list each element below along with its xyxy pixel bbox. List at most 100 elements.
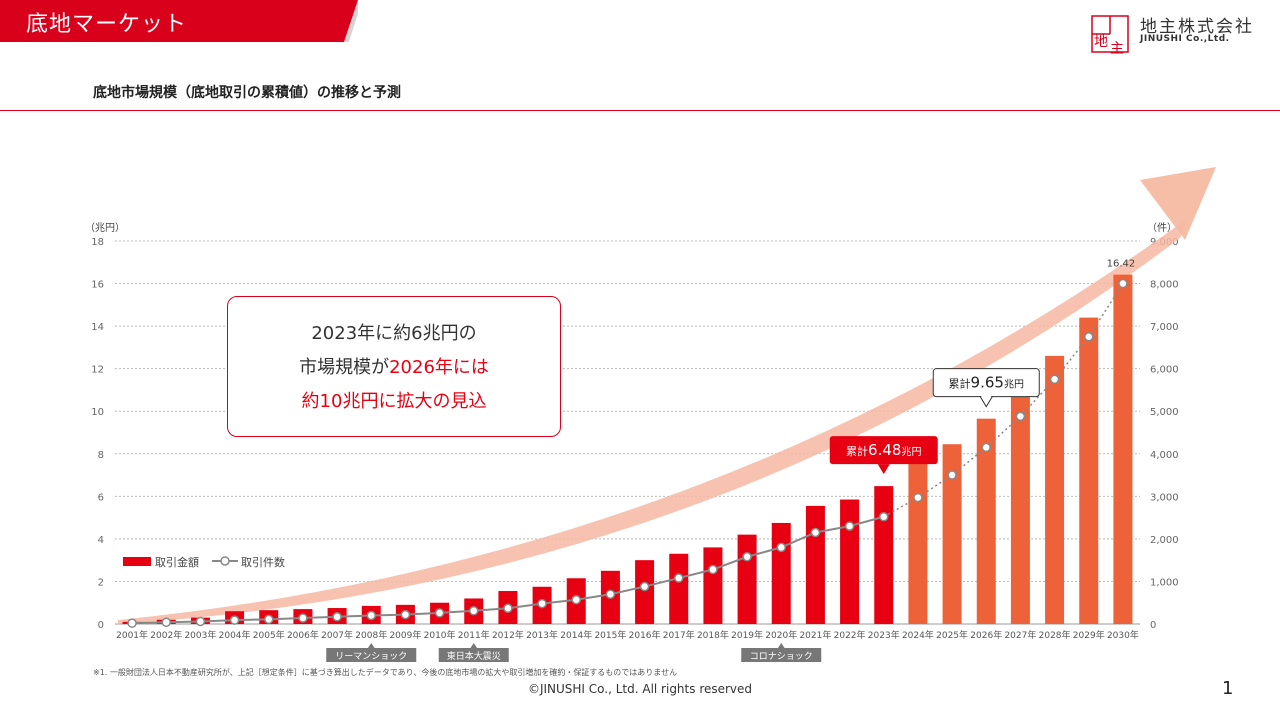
count-point-2013年 [537, 598, 547, 609]
event-pointer [469, 643, 478, 649]
annotation-pointer [979, 396, 994, 408]
logo-mark: 地 主 [1091, 15, 1129, 54]
count-point-2007年 [332, 612, 342, 622]
count-point-2006年 [298, 613, 308, 623]
x-tick-label: 2012年 [492, 629, 524, 641]
count-point-2023年 [879, 512, 889, 522]
bar-2025年 [942, 444, 962, 624]
section-title: 底地マーケット [26, 12, 188, 37]
event-tag [741, 648, 822, 662]
x-tick-label: 2027年 [1004, 629, 1036, 641]
x-tick-label: 2015年 [594, 629, 626, 641]
x-tick-label: 2014年 [560, 629, 592, 641]
count-point-2011年 [469, 606, 479, 616]
event-tag [438, 648, 509, 662]
x-tick-label: 2022年 [834, 629, 866, 641]
left-tick-label: 8 [98, 450, 104, 461]
forecast-callout: 2023年に約6兆円の 市場規模が2026年には 約10兆円に拡大の見込 [227, 296, 561, 437]
count-point-2028年 [1049, 374, 1060, 385]
bar-2021年 [805, 505, 825, 624]
bar-2022年 [840, 499, 860, 624]
bar-2028年 [1045, 355, 1065, 624]
right-tick-label: 7,000 [1150, 322, 1179, 333]
event-label: 東日本大震災 [447, 650, 501, 662]
right-tick-label: 1,000 [1150, 577, 1179, 588]
count-point-2003年 [195, 616, 206, 627]
bar-2018年 [703, 547, 723, 624]
x-tick-label: 2002年 [150, 629, 182, 641]
count-line-forecast [883, 283, 1124, 518]
count-point-2017年 [674, 573, 684, 583]
event-pointer [777, 643, 786, 649]
count-point-2001年 [127, 618, 137, 628]
count-point-2021年 [810, 527, 821, 538]
x-tick-label: 2026年 [970, 629, 1002, 641]
logo-english: JINUSHI Co.,Ltd. [1140, 34, 1230, 44]
x-tick-label: 2008年 [355, 629, 387, 641]
bar-2019年 [737, 534, 757, 624]
count-point-2027年 [1015, 411, 1026, 422]
right-tick-label: 2,000 [1150, 535, 1179, 546]
x-tick-label: 2011年 [458, 629, 490, 641]
legend-line-label: 取引件数 [241, 555, 285, 569]
x-tick-label: 2016年 [629, 629, 661, 641]
bar-2016年 [635, 560, 655, 624]
left-axis-label: （兆円） [85, 222, 125, 234]
count-point-2026年 [981, 442, 991, 453]
left-tick-label: 16 [91, 280, 104, 291]
bar-2017年 [669, 553, 689, 624]
bar-2030年 [1113, 274, 1133, 624]
x-tick-label: 2023年 [868, 629, 900, 641]
legend-bar-label: 取引金額 [155, 555, 199, 569]
company-logo: 地 主 地主株式会社 JINUSHI Co.,Ltd. [1090, 12, 1270, 58]
count-point-2015年 [605, 589, 616, 599]
x-tick-label: 2007年 [321, 629, 353, 641]
bar-2026年 [976, 418, 996, 624]
left-tick-label: 14 [91, 322, 104, 333]
svg-text:地: 地 [1094, 34, 1108, 50]
right-tick-label: 0 [1150, 620, 1156, 631]
bar-2027年 [1010, 389, 1030, 624]
left-tick-label: 18 [91, 237, 104, 248]
x-tick-label: 2009年 [389, 629, 421, 641]
section-title-tab: 底地マーケット [0, 0, 358, 42]
annotation-label: 累計6.48兆円 [846, 441, 921, 459]
annotation-box [829, 436, 938, 465]
left-tick-label: 0 [98, 620, 104, 631]
x-tick-label: 2020年 [765, 629, 797, 641]
annotation-pointer [877, 464, 890, 475]
event-pointer [367, 643, 376, 649]
callout-line-2: 市場規模が2026年には [299, 357, 489, 378]
annotation-label: 累計9.65兆円 [949, 374, 1024, 392]
right-tick-label: 6,000 [1150, 365, 1179, 376]
count-point-2025年 [947, 470, 957, 480]
x-tick-label: 2028年 [1039, 629, 1071, 641]
x-tick-label: 2019年 [731, 629, 763, 641]
x-tick-label: 2004年 [219, 629, 251, 641]
growth-arrow-head [1140, 167, 1216, 240]
x-tick-label: 2006年 [287, 629, 319, 641]
bar-2029年 [1079, 317, 1099, 624]
callout-line-1: 2023年に約6兆円の [311, 323, 477, 344]
header-divider [0, 110, 1280, 111]
footnote: ※1. 一般財団法人日本不動産研究所が、上記［想定条件］に基づき算出したデータで… [93, 668, 678, 677]
left-tick-label: 12 [91, 365, 104, 376]
market-size-chart: 0 2 4 6 8 10 12 14 16 18 0 1,000 2,000 3,000 4,000 5,00… [85, 167, 1216, 662]
count-point-2010年 [434, 608, 445, 618]
count-point-2022年 [844, 521, 855, 531]
legend-bar-swatch [123, 557, 151, 566]
event-label: コロナショック [750, 651, 813, 662]
count-point-2005年 [264, 614, 274, 625]
x-tick-label: 2025年 [936, 629, 968, 641]
count-point-2012年 [503, 603, 513, 614]
page-subtitle: 底地市場規模（底地取引の累積値）の推移と予測 [93, 85, 401, 101]
bar-2020年 [771, 522, 791, 624]
count-point-2019年 [742, 552, 752, 562]
count-point-2008年 [366, 610, 376, 621]
x-tick-label: 2005年 [253, 629, 285, 641]
event-tag [326, 648, 417, 662]
right-tick-label: 3,000 [1150, 492, 1179, 503]
copyright: ©JINUSHI Co., Ltd. All rights reserved [527, 682, 753, 696]
x-tick-label: 2018年 [697, 629, 729, 641]
left-tick-label: 6 [98, 492, 104, 503]
